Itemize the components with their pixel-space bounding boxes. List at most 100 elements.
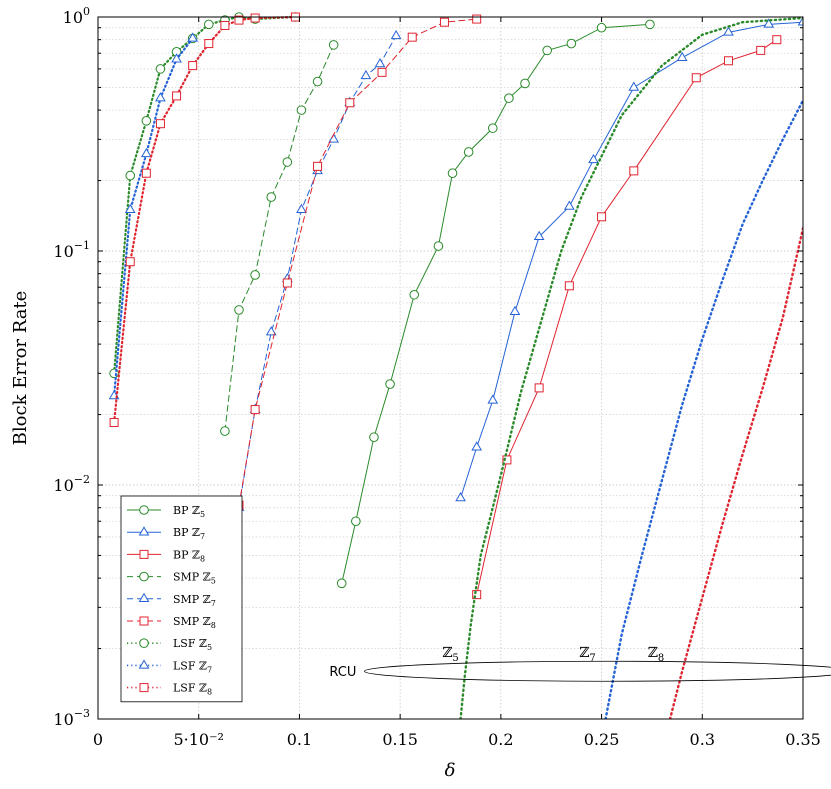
data-point — [488, 123, 498, 133]
x-tick-label: 0.1 — [287, 730, 312, 749]
data-point — [472, 14, 482, 24]
x-tick-label: 0.15 — [382, 730, 418, 749]
data-point — [645, 19, 655, 30]
data-point — [351, 516, 361, 527]
data-point — [377, 67, 387, 77]
axis-ticks: 0 5·10⁻² 0.1 0.15 0.2 0.25 0.3 0.35 100 10−1 10−2 1… — [53, 5, 820, 749]
plot-frame — [97, 16, 804, 720]
data-point — [504, 93, 514, 103]
legend-label: LSF ℤ8 — [173, 682, 212, 697]
data-point — [463, 147, 474, 157]
data-point — [455, 491, 466, 502]
data-point — [250, 405, 260, 415]
y-tick-label: 10−3 — [53, 707, 90, 729]
data-point — [345, 98, 355, 108]
data-point — [369, 432, 379, 443]
legend-item: BP ℤ8 — [127, 548, 205, 563]
data-point — [188, 61, 198, 71]
series-line — [224, 44, 335, 432]
data-point — [797, 16, 803, 26]
data-point — [140, 147, 152, 158]
data-point — [204, 39, 214, 49]
rcu-label: RCU — [329, 665, 356, 680]
data-point — [487, 394, 499, 404]
data-point — [520, 78, 530, 89]
data-point — [566, 38, 577, 49]
z-label: ℤ8 — [648, 645, 665, 664]
data-point — [155, 64, 166, 74]
data-point — [542, 45, 552, 56]
data-point — [328, 40, 339, 50]
series-rcu-curve — [459, 16, 803, 719]
data-point — [155, 92, 166, 102]
series-bp-ℤ5 — [336, 19, 655, 589]
legend-label: BP ℤ7 — [173, 526, 205, 541]
data-point — [155, 119, 165, 129]
y-axis-title: Block Error Rate — [10, 291, 31, 446]
legend-marker — [138, 659, 150, 669]
legend-label: SMP ℤ7 — [173, 593, 216, 608]
legend-marker — [139, 505, 149, 515]
data-point — [564, 281, 574, 291]
legend: BP ℤ5 BP ℤ7 BP ℤ8 SMP ℤ5 SMP ℤ7 SMP ℤ8 LSF ℤ5 L… — [120, 495, 243, 703]
data-point — [723, 26, 734, 36]
series-line — [341, 23, 651, 584]
series-rcu-curve — [604, 99, 803, 719]
data-point — [220, 426, 230, 436]
data-point — [691, 73, 701, 83]
legend-marker — [139, 549, 149, 559]
data-point — [250, 270, 260, 280]
legend-item: LSF ℤ5 — [127, 637, 212, 652]
data-point — [509, 305, 521, 316]
legend-label: BP ℤ8 — [173, 548, 205, 563]
data-point — [374, 57, 386, 68]
x-tick-label: 5·10⁻² — [173, 730, 223, 749]
data-point — [312, 76, 323, 87]
z-label: ℤ7 — [579, 645, 596, 664]
data-point — [265, 326, 277, 336]
x-tick-label: 0.3 — [690, 730, 715, 749]
data-point — [296, 203, 307, 214]
data-point — [328, 133, 340, 143]
data-point — [124, 203, 136, 214]
legend-marker — [139, 683, 149, 693]
data-point — [296, 105, 307, 115]
annotations: RCU ℤ5 ℤ7 ℤ8 — [329, 645, 831, 682]
rcu-ellipse — [364, 660, 831, 682]
series-bp-ℤ8 — [472, 35, 782, 600]
data-point — [266, 192, 277, 202]
y-tick-label: 10−2 — [53, 473, 90, 495]
series-bp-ℤ7 — [455, 16, 803, 502]
data-point — [596, 22, 607, 33]
data-point — [533, 230, 545, 241]
data-point — [187, 32, 199, 42]
legend-marker — [139, 616, 149, 626]
y-tick-label: 10−1 — [53, 239, 90, 261]
legend-label: SMP ℤ8 — [173, 615, 216, 630]
series-smp-ℤ5 — [220, 40, 339, 436]
legend-item: BP ℤ5 — [127, 504, 205, 519]
data-point — [409, 289, 420, 300]
data-point — [447, 168, 458, 179]
legend-item: SMP ℤ7 — [127, 593, 216, 608]
data-point — [282, 278, 292, 288]
z-label: ℤ5 — [442, 645, 459, 664]
y-tick-label: 100 — [63, 5, 90, 27]
data-point — [385, 379, 395, 389]
data-point — [471, 441, 483, 451]
legend-item: LSF ℤ8 — [127, 682, 212, 697]
x-tick-label: 0.2 — [488, 730, 513, 749]
legend-marker — [138, 526, 150, 536]
data-point — [629, 166, 639, 176]
x-tick-label: 0.25 — [584, 730, 620, 749]
series-rcu-curve — [668, 227, 803, 719]
legend-label: LSF ℤ5 — [173, 637, 212, 652]
legend-item: LSF ℤ7 — [127, 659, 212, 674]
data-point — [723, 56, 733, 66]
data-point — [125, 170, 136, 181]
legend-marker — [139, 571, 149, 582]
data-point — [313, 161, 323, 171]
data-point — [360, 69, 372, 80]
series-line — [113, 37, 194, 398]
legend-label: LSF ℤ7 — [173, 659, 212, 674]
